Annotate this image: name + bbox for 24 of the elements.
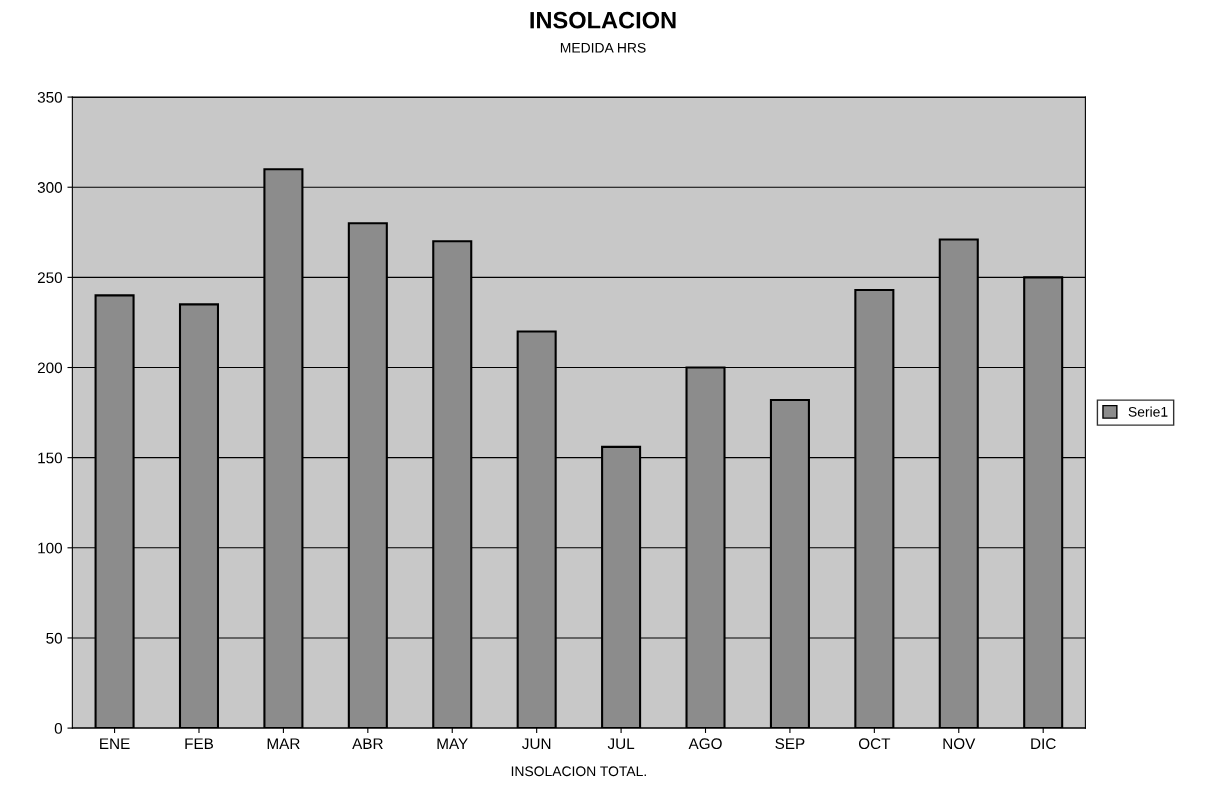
x-tick-label: JUN (522, 738, 551, 750)
x-axis-title: INSOLACION TOTAL. (511, 766, 646, 777)
x-tick-label: FEB (185, 738, 214, 749)
x-tick-label: NOV (943, 738, 976, 750)
x-tick-label: JUL (607, 738, 635, 750)
legend-label: Serie1 (1128, 406, 1168, 417)
y-tick-label: 100 (38, 542, 63, 554)
chart-subtitle: MEDIDA HRS (560, 42, 646, 53)
y-tick-label: 300 (37, 182, 63, 193)
x-tick-label: MAY (437, 738, 468, 749)
y-tick-label: 50 (46, 632, 63, 644)
y-tick-label: 150 (38, 452, 63, 464)
x-tick-label: AGO (688, 738, 722, 750)
chart-title: INSOLACION (530, 11, 676, 29)
y-tick-label: 200 (37, 362, 63, 374)
x-tick-label: ENE (100, 738, 130, 749)
x-tick-label: SEP (775, 738, 805, 750)
y-tick-label: 350 (37, 91, 63, 103)
x-tick-label: OCT (858, 738, 891, 750)
x-tick-label: DIC (1031, 738, 1056, 750)
x-tick-label: ABR (352, 738, 383, 749)
y-tick-label: 250 (37, 272, 63, 284)
y-tick-label: 0 (54, 722, 63, 734)
x-tick-label: MAR (267, 738, 300, 749)
